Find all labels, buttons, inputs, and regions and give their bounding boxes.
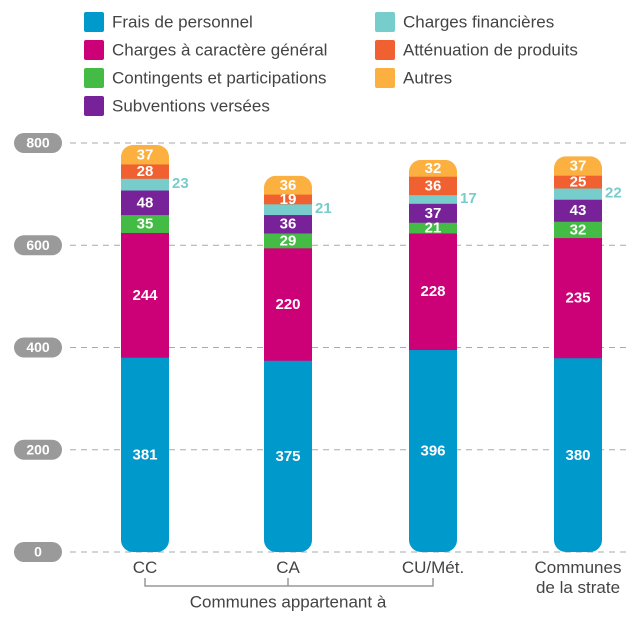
legend-label: Contingents et participations xyxy=(112,68,327,87)
data-label: 37 xyxy=(137,146,154,163)
bar-segment xyxy=(121,163,169,179)
bar-segment xyxy=(264,232,312,249)
legend-label: Subventions versées xyxy=(112,96,270,115)
y-tick-pill xyxy=(14,133,62,153)
x-tick-label: CU/Mét. xyxy=(401,558,465,577)
bar-group xyxy=(554,156,602,552)
bar-segment xyxy=(121,357,169,552)
data-label: 37 xyxy=(570,158,587,175)
y-tick-label: 800 xyxy=(26,135,50,151)
bar-segment xyxy=(264,175,312,195)
bar-segment xyxy=(264,360,312,552)
legend-label: Autres xyxy=(403,68,452,87)
legend-swatch xyxy=(84,12,104,32)
legend-swatch xyxy=(375,40,395,60)
bar-segment xyxy=(121,145,169,165)
data-label: 35 xyxy=(137,215,154,232)
y-tick-label: 400 xyxy=(26,339,50,355)
data-label: 28 xyxy=(137,163,154,180)
bar-segment xyxy=(264,214,312,234)
data-label: 32 xyxy=(570,221,587,238)
legend-swatch xyxy=(84,40,104,60)
data-label: 21 xyxy=(425,220,442,237)
y-tick-label: 200 xyxy=(26,441,50,457)
data-label: 381 xyxy=(132,447,157,464)
legend-label: Charges à caractère général xyxy=(112,40,327,59)
data-label: 23 xyxy=(172,175,189,192)
y-tick-pill xyxy=(14,439,62,460)
data-label: 25 xyxy=(570,174,587,191)
x-tick-label: Communes de la strate xyxy=(534,558,622,597)
legend-swatch xyxy=(84,68,104,88)
y-tick-label: 0 xyxy=(34,544,42,560)
bar-segment xyxy=(409,349,457,552)
legend-label: Frais de personnel xyxy=(112,12,253,31)
data-label: 32 xyxy=(425,160,442,177)
legend-label: Charges financières xyxy=(403,12,554,31)
bar-segment xyxy=(121,190,169,216)
bar-group xyxy=(121,145,169,552)
data-label: 22 xyxy=(605,185,622,202)
y-tick-pill xyxy=(14,337,62,358)
bar-segment xyxy=(121,178,169,191)
data-label: 21 xyxy=(315,200,332,217)
legend-swatch xyxy=(375,12,395,32)
legend-swatch xyxy=(84,96,104,116)
y-tick-pill xyxy=(14,542,62,562)
data-label: 36 xyxy=(280,216,297,233)
data-label: 235 xyxy=(565,290,590,307)
y-tick-label: 600 xyxy=(26,237,50,253)
data-label: 17 xyxy=(460,190,477,207)
bar-segment xyxy=(409,176,457,196)
bar-segment xyxy=(554,187,602,200)
bar-group xyxy=(264,175,312,552)
bar-segment xyxy=(554,237,602,359)
bar-segment xyxy=(409,194,457,204)
bar-segment xyxy=(409,203,457,223)
x-tick-label: CC xyxy=(132,558,158,577)
bar-segment xyxy=(409,232,457,351)
bar-segment xyxy=(554,156,602,176)
bar-segment xyxy=(554,175,602,189)
data-label: 29 xyxy=(280,232,297,249)
data-label: 48 xyxy=(137,194,154,211)
bar-segment xyxy=(554,221,602,239)
data-label: 228 xyxy=(420,283,445,300)
data-label: 36 xyxy=(280,177,297,194)
bar-segment xyxy=(121,214,169,233)
bar-segment xyxy=(554,357,602,552)
group-label: Communes appartenant à xyxy=(190,592,387,611)
data-label: 19 xyxy=(280,191,297,208)
legend-swatch xyxy=(375,68,395,88)
group-bracket xyxy=(144,578,434,587)
data-label: 375 xyxy=(275,448,300,465)
bar-segment xyxy=(264,203,312,216)
x-tick-label: CA xyxy=(276,558,300,577)
data-label: 396 xyxy=(420,443,445,460)
data-label: 244 xyxy=(132,287,158,304)
bar-segment xyxy=(409,159,457,177)
bar-group xyxy=(409,159,457,552)
bar-segment xyxy=(264,247,312,361)
data-label: 220 xyxy=(275,296,300,313)
data-label: 43 xyxy=(570,202,587,219)
data-label: 37 xyxy=(425,205,442,222)
legend-label: Atténuation de produits xyxy=(403,40,578,59)
y-tick-pill xyxy=(14,235,62,256)
data-label: 36 xyxy=(425,177,442,194)
bar-segment xyxy=(121,232,169,358)
data-label: 380 xyxy=(565,447,590,464)
bar-segment xyxy=(409,222,457,234)
bar-segment xyxy=(554,199,602,222)
bar-segment xyxy=(264,194,312,205)
